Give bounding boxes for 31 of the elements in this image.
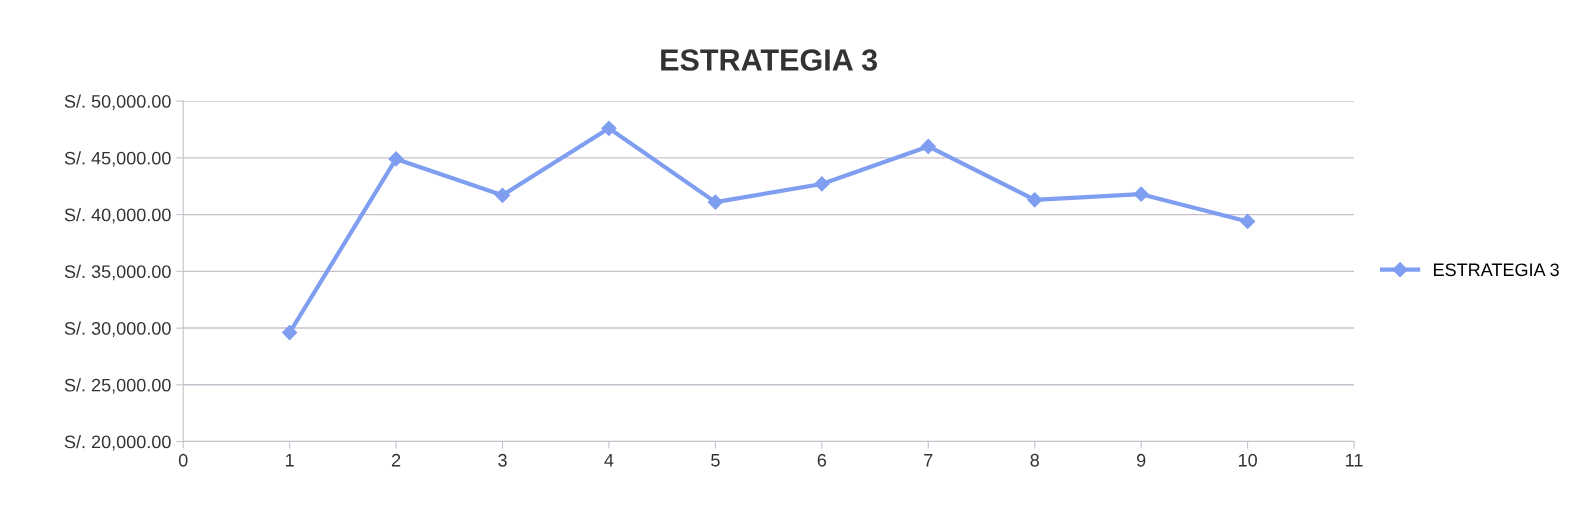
point [1240, 213, 1256, 229]
x-tick-label: 8 [1030, 453, 1039, 467]
x-tick-label: 5 [711, 454, 720, 467]
point [707, 194, 723, 210]
x-tick-label: 11 [1346, 454, 1363, 467]
point [494, 187, 511, 203]
x-tick-label: 7 [924, 454, 933, 467]
point [920, 138, 936, 155]
x-tick-label: 9 [1136, 453, 1146, 467]
point [388, 151, 404, 167]
point [282, 325, 298, 341]
point [814, 176, 830, 192]
y-tick-label: S/. 25,000.00 [64, 378, 171, 394]
x-tick-label: 4 [604, 454, 614, 467]
legend-label: ESTRATEGIA 3 [1434, 263, 1559, 277]
y-tick-label: S/. 20,000.00 [64, 435, 171, 451]
y-tick-label: S/. 45,000.00 [64, 151, 171, 167]
y-tick-label: S/. 35,000.00 [64, 264, 171, 281]
point [1027, 192, 1043, 208]
y-tick-label: S/. 50,000.00 [64, 94, 171, 110]
x-tick-label: 2 [391, 453, 401, 467]
x-tick-label: 6 [817, 453, 827, 467]
point [1133, 186, 1149, 202]
point [601, 120, 617, 136]
x-tick-label: 3 [498, 453, 507, 467]
x-tick-label: 0 [178, 453, 188, 467]
x-tick-label: 1 [285, 454, 294, 467]
y-tick-label: S/. 30,000.00 [64, 321, 171, 337]
chart-title: ESTRATEGIA 3 [661, 49, 878, 71]
y-tick-label: S/. 40,000.00 [64, 208, 171, 224]
x-tick-label: 10 [1238, 453, 1257, 467]
